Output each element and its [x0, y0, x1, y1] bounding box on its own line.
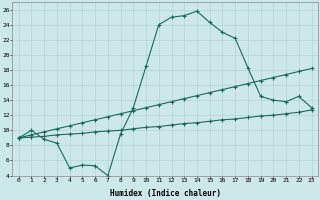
X-axis label: Humidex (Indice chaleur): Humidex (Indice chaleur): [110, 189, 220, 198]
